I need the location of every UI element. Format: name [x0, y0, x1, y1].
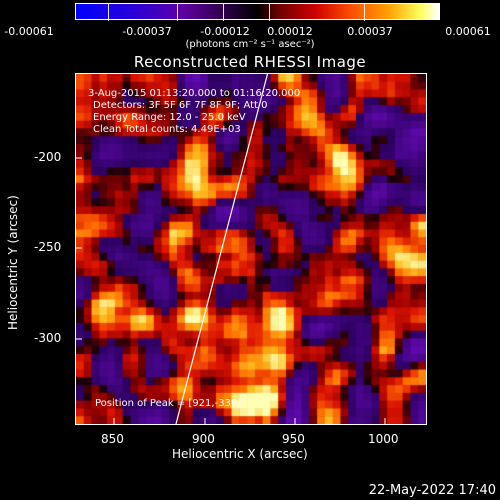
detectors-text: Detectors: 3F 5F 6F 7F 8F 9F; Att 0	[93, 100, 268, 111]
plot-title: Reconstructed RHESSI Image	[133, 53, 367, 71]
colorbar-label: -0.00012	[200, 25, 250, 38]
colorbar-tick	[108, 4, 109, 21]
y-tick-label: -250	[34, 240, 62, 254]
colorbar-label: -0.00037	[122, 25, 172, 38]
colorbar-label: -0.00061	[4, 25, 54, 38]
time-range-text: 3-Aug-2015 01:13:20.000 to 01:16:20.000	[88, 88, 301, 99]
y-tick-label: -300	[34, 331, 62, 345]
image-panel: 3-Aug-2015 01:13:20.000 to 01:16:20.000 …	[75, 73, 427, 425]
x-tick-label: 850	[101, 432, 124, 446]
colorbar-label: 0.00061	[445, 25, 491, 38]
x-tick-label: 950	[282, 432, 305, 446]
x-tick-label: 900	[192, 432, 215, 446]
colorbar-tick	[177, 4, 178, 21]
x-axis-title: Heliocentric X (arcsec)	[172, 447, 308, 461]
colorbar-label: 0.00012	[267, 25, 313, 38]
colorbar-label: 0.00037	[347, 25, 393, 38]
colorbar-units: (photons cm⁻² s⁻¹ asec⁻²)	[185, 39, 315, 50]
x-tick-label: 1000	[368, 432, 399, 446]
colorbar-tick	[223, 4, 224, 21]
y-axis-title: Heliocentric Y (arcsec)	[6, 195, 20, 330]
clean-counts-text: Clean Total counts: 4.49E+03	[93, 124, 241, 135]
peak-position-text: Position of Peak = [921,-339]	[95, 398, 242, 409]
heatmap-image	[76, 74, 426, 424]
limb-overlay	[175, 74, 269, 424]
colorbar-tick	[364, 4, 365, 21]
solar-limb-line	[175, 74, 269, 424]
colorbar-tick	[269, 4, 270, 21]
render-timestamp: 22-May-2022 17:40	[368, 483, 496, 498]
colorbar	[75, 3, 440, 21]
y-tick-label: -200	[34, 150, 62, 164]
energy-range-text: Energy Range: 12.0 - 25.0 keV	[93, 112, 246, 123]
